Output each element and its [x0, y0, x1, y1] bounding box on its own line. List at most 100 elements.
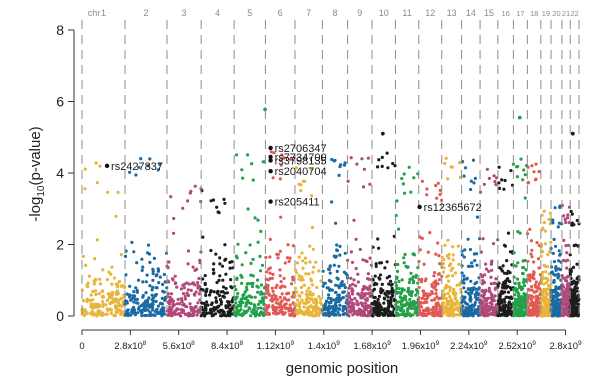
snp-point: [570, 212, 574, 216]
snp-point: [133, 313, 137, 317]
snp-point: [203, 282, 207, 287]
snp-point: [411, 313, 415, 317]
snp-point: [414, 293, 418, 297]
snp-point: [473, 282, 477, 286]
snp-point: [409, 301, 413, 305]
snp-point: [450, 165, 455, 169]
snp-point: [564, 259, 568, 263]
snp-point: [176, 312, 180, 316]
snp-point: [158, 162, 162, 166]
chromosome-7-points: [293, 166, 324, 318]
x-tick-label: 0: [79, 341, 84, 352]
snp-point: [440, 255, 444, 259]
snp-point: [154, 286, 158, 290]
chromosome-5-points: [232, 153, 267, 318]
snp-point: [338, 313, 342, 317]
snp-point: [169, 292, 174, 296]
snp-point: [336, 293, 340, 297]
snp-point: [485, 167, 489, 171]
chromosome-boundaries: chr 1 2 3 4 5 6 7 8 9 10 11 12 13 14 15 16 17 18 19 20 21 22: [81, 8, 580, 316]
snp-point: [240, 263, 244, 267]
snp-point: [453, 296, 458, 300]
snp-point: [566, 216, 570, 220]
snp-point: [109, 311, 113, 315]
chr-label-13: 13: [447, 8, 457, 18]
snp-point: [267, 293, 271, 297]
snp-point: [93, 302, 97, 306]
snp-point: [333, 309, 337, 313]
snp-point: [560, 298, 564, 303]
snp-point: [557, 286, 561, 290]
snp-point: [356, 292, 360, 296]
snp-point: [304, 292, 308, 296]
snp-point: [465, 276, 469, 280]
snp-point: [252, 311, 256, 315]
snp-point: [306, 295, 310, 299]
snp-point: [554, 265, 558, 269]
snp-point: [348, 301, 352, 305]
snp-point: [145, 273, 149, 277]
snp-point: [81, 299, 85, 303]
snp-point: [146, 164, 150, 168]
snp-point: [117, 298, 121, 302]
x-tick-label: 1.96x109: [402, 340, 440, 352]
snp-point: [135, 288, 139, 292]
snp-point: [228, 312, 232, 316]
snp-point: [357, 307, 361, 311]
snp-point: [299, 278, 303, 282]
snp-point: [504, 303, 508, 307]
snp-point: [437, 272, 441, 276]
snp-point: [300, 298, 304, 302]
chr-label-19: 19: [542, 9, 550, 18]
snp-point: [472, 181, 476, 185]
snp-point: [521, 178, 525, 182]
snp-point: [356, 303, 360, 307]
snp-point: [253, 305, 257, 309]
snp-point: [366, 272, 370, 276]
outlier-point: [263, 107, 267, 112]
snp-point: [215, 300, 219, 304]
snp-point: [141, 294, 145, 298]
snp-point: [251, 274, 255, 278]
snp-point: [100, 289, 105, 293]
snp-point: [493, 180, 497, 184]
snp-point: [212, 306, 216, 310]
snp-point: [101, 268, 105, 272]
snp-point: [422, 308, 426, 313]
snp-point: [251, 178, 255, 182]
snp-point: [286, 243, 290, 247]
snp-point: [214, 296, 218, 300]
snp-point: [522, 283, 527, 288]
snp-point: [408, 277, 412, 282]
snp-point: [230, 299, 234, 303]
snp-point: [260, 292, 264, 296]
chr-label-15: 15: [484, 8, 494, 18]
snp-point: [529, 239, 534, 243]
snp-point: [464, 306, 468, 310]
snp-point: [186, 293, 190, 297]
snp-point: [407, 165, 411, 169]
snp-point: [426, 295, 430, 299]
snp-point: [375, 302, 379, 306]
snp-point: [415, 289, 419, 293]
snp-point: [497, 307, 501, 311]
snp-point: [550, 270, 554, 274]
snp-point: [401, 288, 405, 292]
snp-point: [568, 253, 572, 257]
snp-point: [241, 293, 245, 297]
snp-point: [424, 307, 429, 311]
snp-point: [571, 314, 575, 318]
snp-point: [503, 271, 507, 275]
snp-point: [354, 237, 358, 241]
snp-point: [379, 311, 383, 315]
snp-point: [448, 285, 452, 290]
snp-point: [484, 311, 488, 315]
snp-point: [565, 286, 569, 290]
snp-point: [129, 313, 133, 317]
snp-point: [380, 164, 384, 168]
snp-point: [522, 295, 526, 300]
snp-point: [83, 167, 87, 171]
snp-point: [140, 310, 144, 314]
snp-point: [576, 307, 580, 311]
snp-point: [338, 303, 342, 307]
